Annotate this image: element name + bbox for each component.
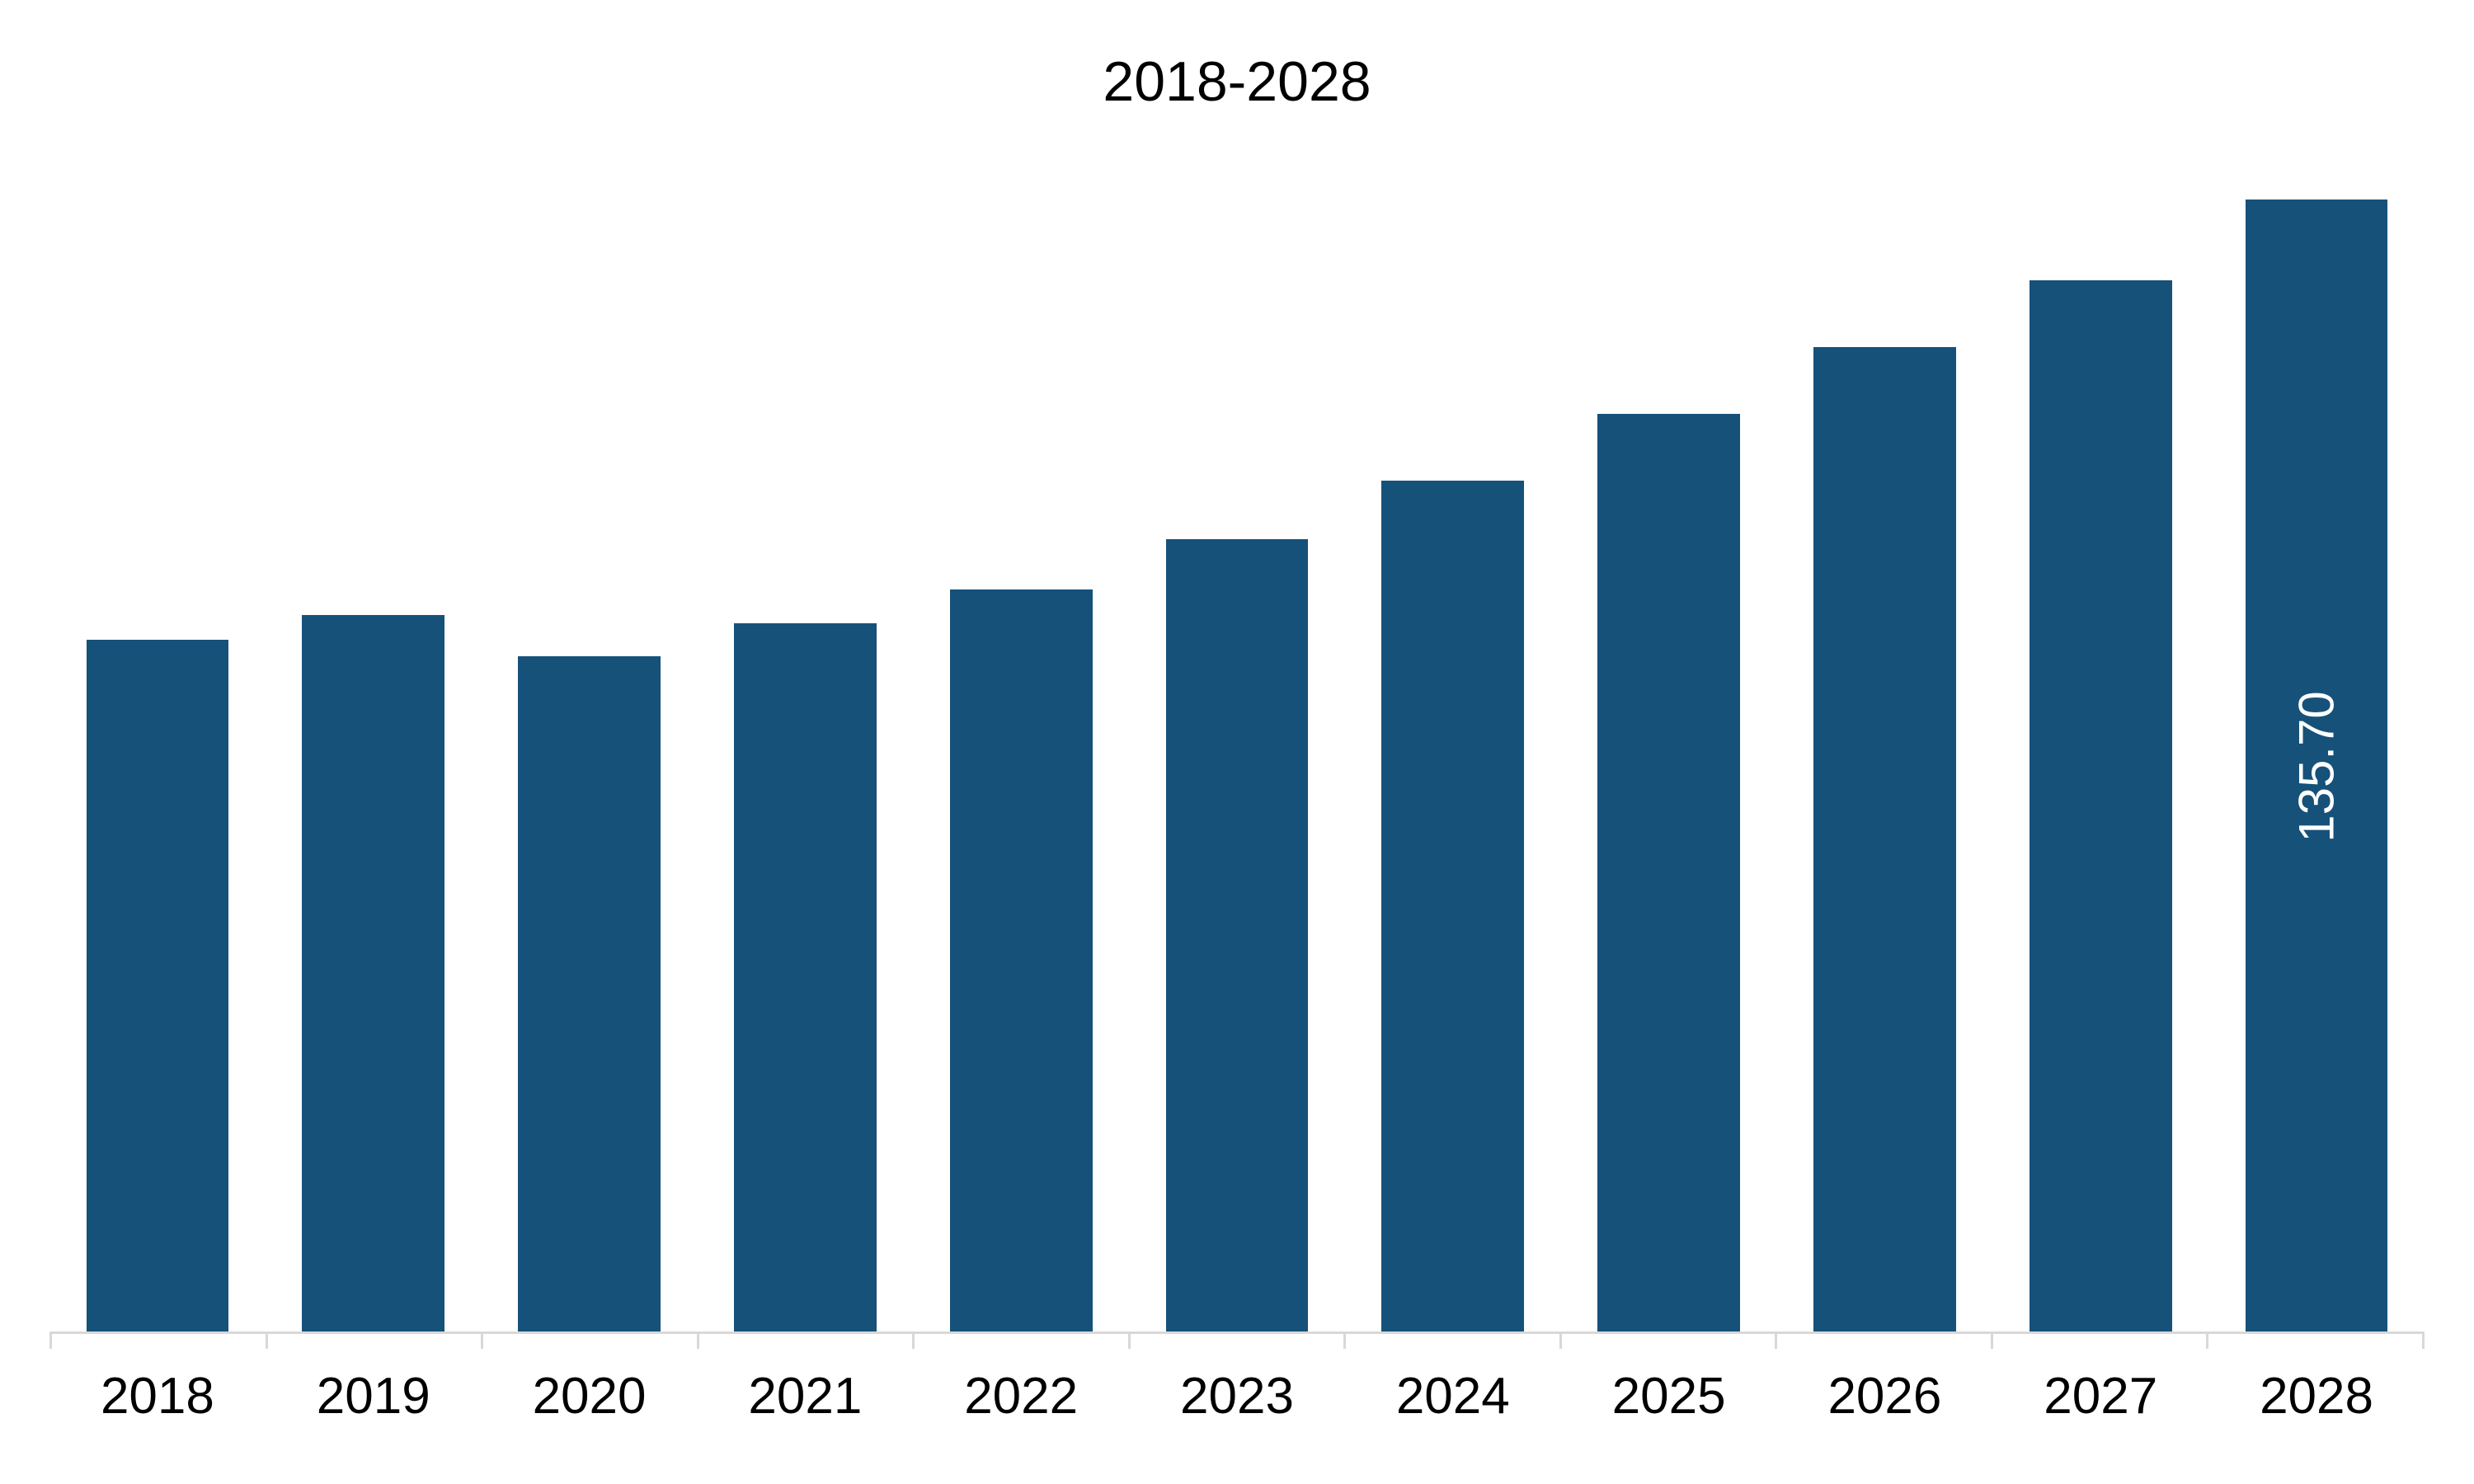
- x-tick: [52, 1334, 268, 1349]
- x-tick: [1346, 1334, 1562, 1349]
- x-axis-label: 2019: [266, 1367, 482, 1425]
- x-axis-labels: 2018201920202021202220232024202520262027…: [49, 1367, 2425, 1425]
- x-tick: [1993, 1334, 2209, 1349]
- x-tick: [1777, 1334, 1993, 1349]
- x-axis-label: 2026: [1777, 1367, 1993, 1425]
- bar: [734, 623, 877, 1334]
- x-tick: [915, 1334, 1131, 1349]
- x-axis-label: 2021: [697, 1367, 913, 1425]
- bar: 135.70: [2246, 200, 2388, 1334]
- chart-title: 2018-2028: [49, 49, 2425, 114]
- bar: [950, 589, 1093, 1334]
- x-axis-label: 2020: [482, 1367, 698, 1425]
- x-axis-ticks: [49, 1334, 2425, 1359]
- bars-container: 135.70: [49, 163, 2425, 1334]
- x-tick: [1562, 1334, 1778, 1349]
- plot-area: 135.70: [49, 163, 2425, 1334]
- x-axis-label: 2024: [1345, 1367, 1561, 1425]
- bar: [302, 615, 444, 1334]
- bar-chart: 2018-2028 135.70 20182019202020212022202…: [0, 0, 2474, 1484]
- bar-value-label: 135.70: [2288, 691, 2345, 843]
- bar-slot: [1345, 163, 1561, 1334]
- bar: [1597, 414, 1740, 1334]
- bar-slot: [1561, 163, 1777, 1334]
- x-axis-label: 2028: [2208, 1367, 2425, 1425]
- bar: [1813, 347, 1956, 1334]
- x-tick: [699, 1334, 915, 1349]
- x-tick: [1131, 1334, 1347, 1349]
- bar-slot: [1129, 163, 1345, 1334]
- bar: [1381, 481, 1524, 1334]
- bar-slot: [266, 163, 482, 1334]
- x-axis-label: 2025: [1561, 1367, 1777, 1425]
- x-axis-label: 2018: [49, 1367, 266, 1425]
- bar-slot: [1992, 163, 2208, 1334]
- x-tick: [2208, 1334, 2425, 1349]
- bar-slot: [482, 163, 698, 1334]
- bar: [87, 640, 229, 1334]
- x-axis-label: 2027: [1992, 1367, 2208, 1425]
- bar-slot: [49, 163, 266, 1334]
- bar: [1166, 539, 1309, 1334]
- x-axis-label: 2022: [913, 1367, 1129, 1425]
- x-axis-label: 2023: [1129, 1367, 1345, 1425]
- bar-slot: [913, 163, 1129, 1334]
- bar: [2030, 280, 2172, 1334]
- x-tick: [483, 1334, 699, 1349]
- bar-slot: 135.70: [2208, 163, 2425, 1334]
- x-tick: [268, 1334, 484, 1349]
- bar-slot: [697, 163, 913, 1334]
- bar: [518, 656, 661, 1334]
- bar-slot: [1777, 163, 1993, 1334]
